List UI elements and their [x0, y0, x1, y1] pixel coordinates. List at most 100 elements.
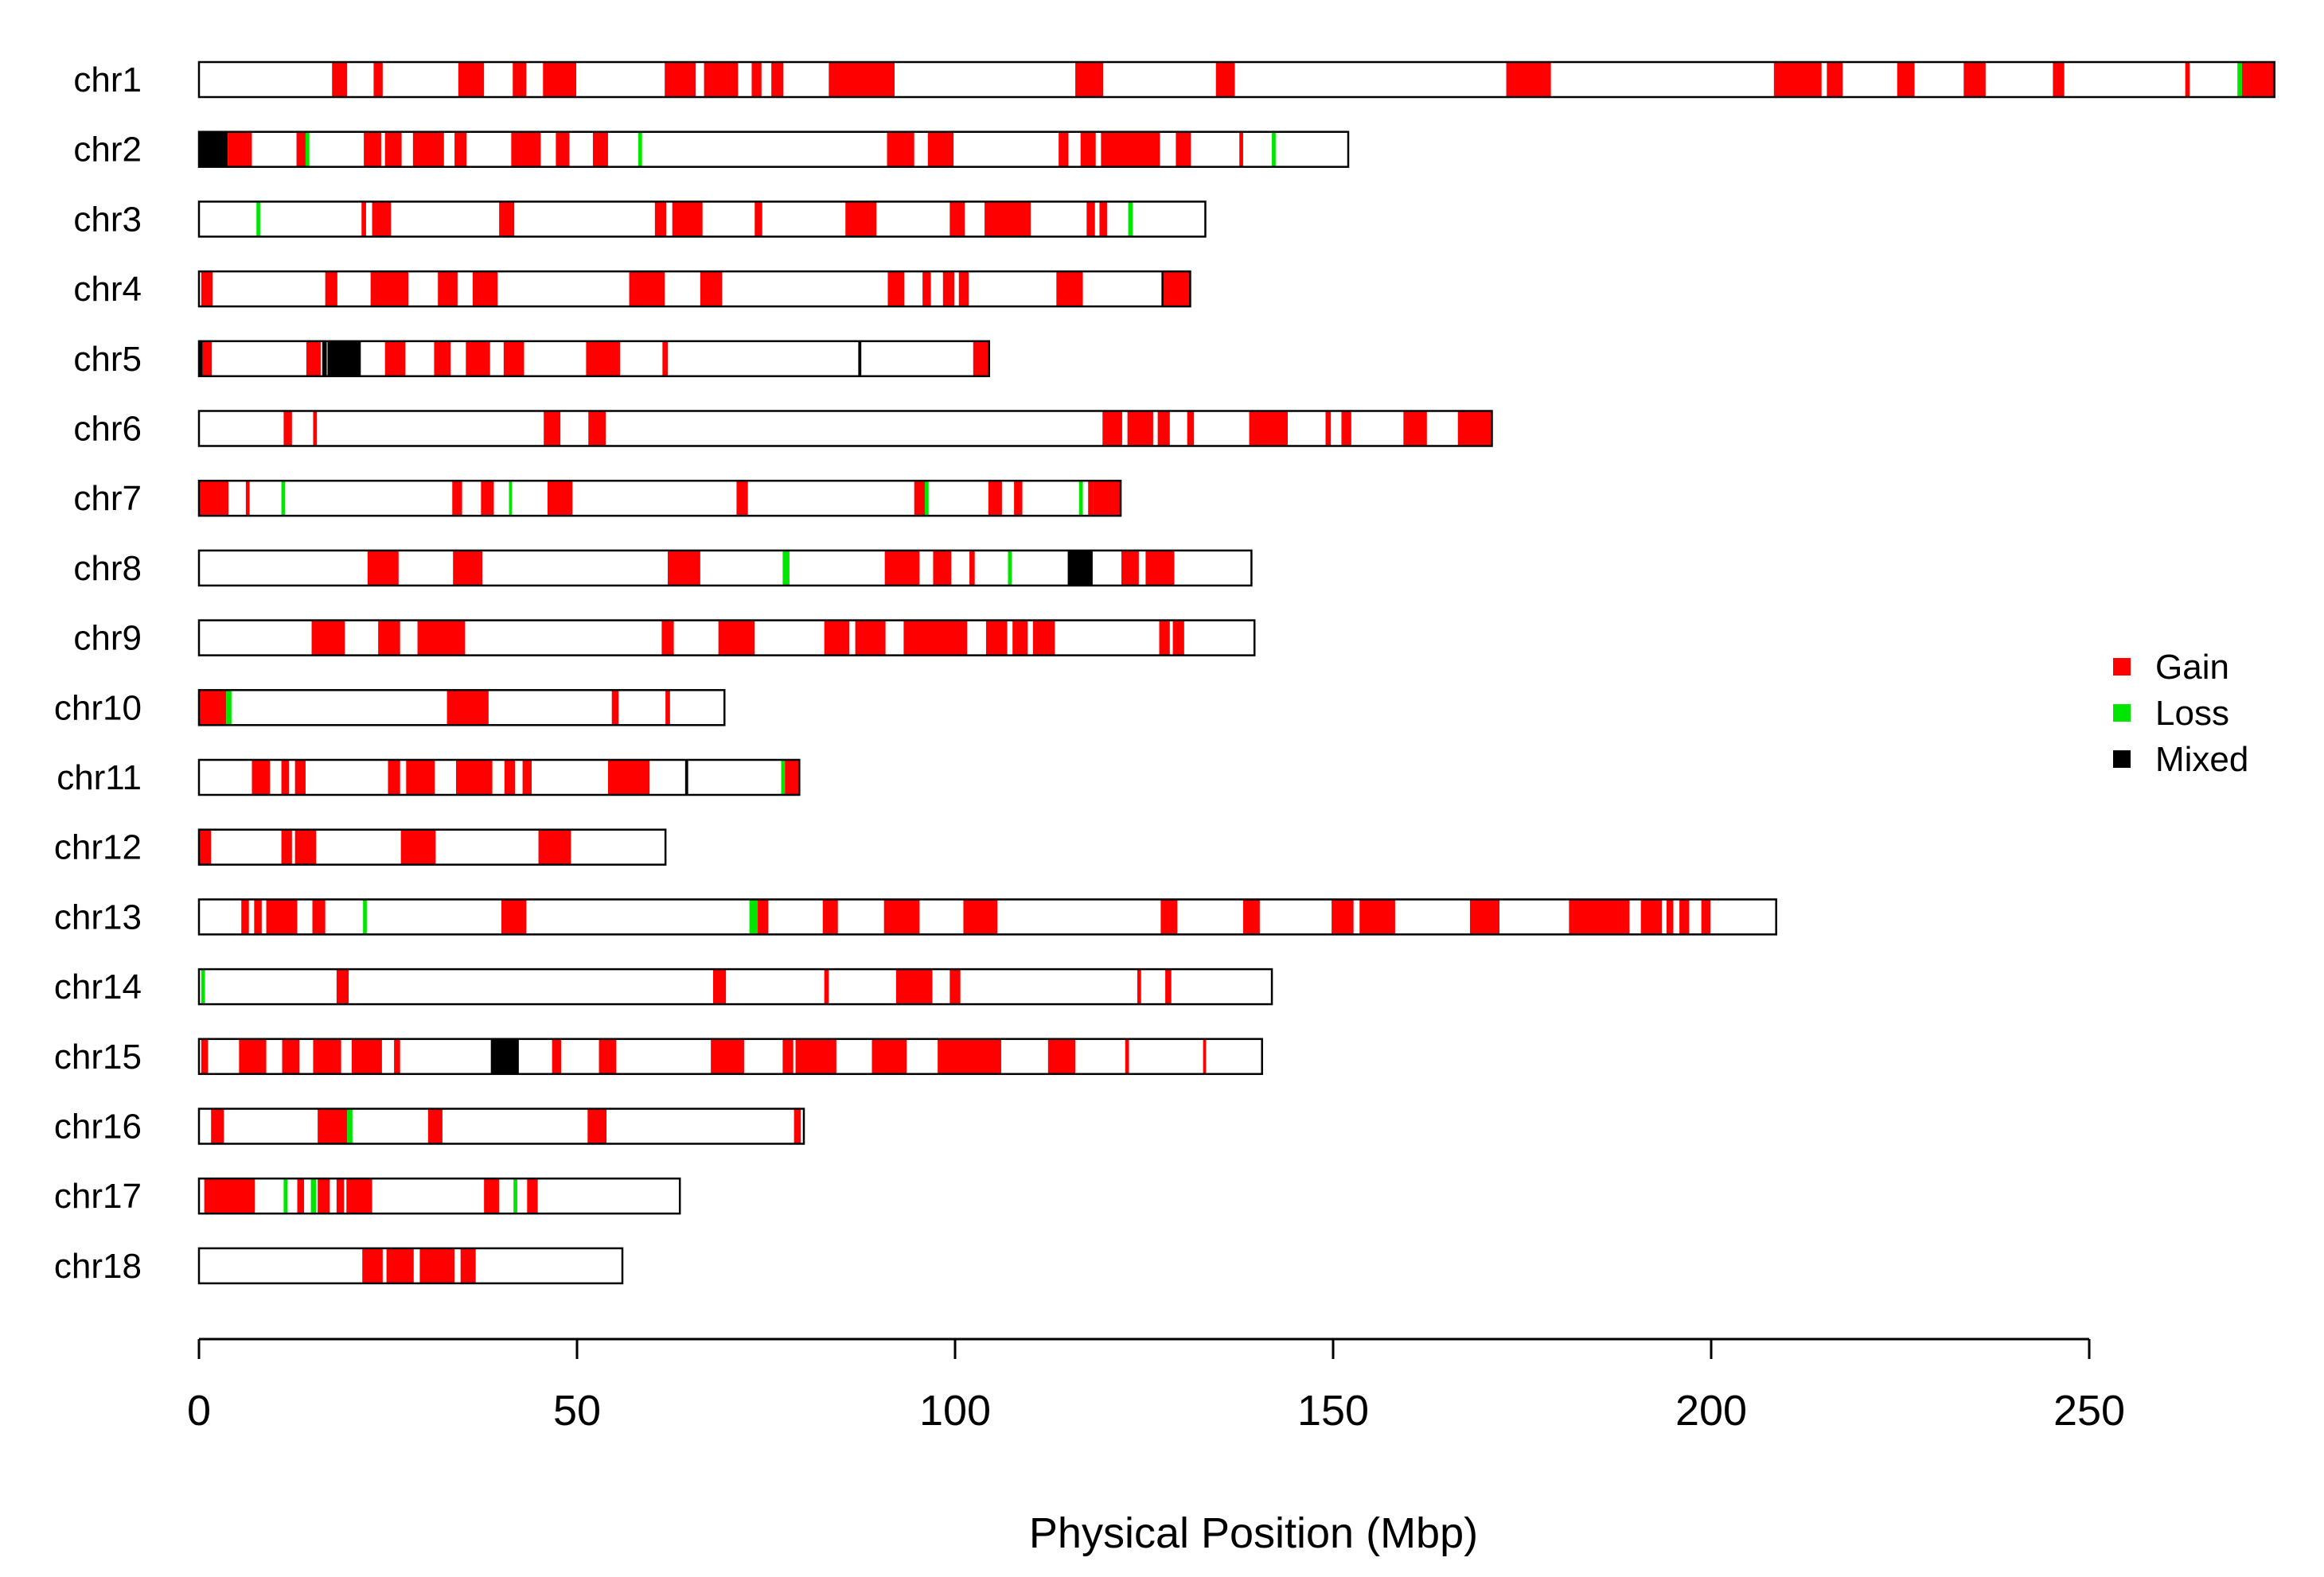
- segment-gain: [611, 690, 619, 726]
- chromosome-outline: [197, 1247, 624, 1285]
- segment-gain: [665, 690, 670, 726]
- segment-gain: [417, 620, 466, 656]
- segment-gain: [434, 341, 451, 376]
- segment-gain: [958, 271, 969, 307]
- segment-gain: [895, 969, 933, 1005]
- segment-gain: [2053, 62, 2065, 97]
- chromosome-bar: [199, 411, 1492, 446]
- segment-loss: [782, 550, 790, 586]
- chromosome-outline: [197, 689, 726, 726]
- segment-gain: [822, 899, 838, 935]
- segment-gain: [1897, 62, 1915, 97]
- segment-gain: [312, 899, 326, 935]
- segment-gain: [1047, 1038, 1076, 1074]
- segment-gain: [294, 829, 317, 865]
- segment-gain: [1056, 271, 1083, 307]
- segment-gain: [538, 829, 571, 865]
- segment-gain: [586, 341, 621, 376]
- segment-gain: [903, 620, 968, 656]
- segment-gain: [228, 131, 252, 167]
- x-tick-label: 250: [2053, 1387, 2125, 1435]
- segment-gain: [1239, 131, 1243, 167]
- segment-gain: [1059, 131, 1069, 167]
- chromosome-row: chr9: [73, 619, 1256, 658]
- segment-gain: [1569, 899, 1630, 935]
- segment-gain: [499, 201, 515, 237]
- chromosome-label: chr17: [54, 1177, 142, 1216]
- segment-loss: [781, 760, 786, 795]
- segment-gain: [1012, 620, 1028, 656]
- segment-gain: [460, 1248, 476, 1283]
- chromosome-label: chr2: [73, 130, 142, 169]
- legend-swatch-gain: [2113, 658, 2131, 676]
- chromosome-outline: [197, 619, 1256, 656]
- segment-gain: [241, 899, 249, 935]
- segment-gain: [661, 620, 674, 656]
- segment-mixed: [1067, 550, 1093, 586]
- segment-loss: [226, 690, 232, 726]
- segment-gain: [543, 62, 577, 97]
- segment-gain: [949, 201, 965, 237]
- segment-gain: [829, 62, 895, 97]
- legend-label-loss: Loss: [2155, 694, 2229, 733]
- chromosome-label: chr13: [54, 898, 142, 936]
- segment-gain: [963, 899, 998, 935]
- segment-gain: [513, 62, 527, 97]
- segment-gain: [785, 760, 800, 795]
- segment-gain: [332, 62, 348, 97]
- segment-gain: [700, 271, 723, 307]
- segment-gain: [1403, 411, 1427, 446]
- segment-gain: [1093, 481, 1121, 516]
- segment-gain: [1341, 411, 1351, 446]
- segment-loss: [347, 1108, 353, 1144]
- segment-gain: [336, 969, 349, 1005]
- chromosome-outline: [197, 410, 1493, 447]
- chromosome-bar: [199, 62, 2275, 97]
- segment-gain: [367, 550, 399, 586]
- segment-mixed: [199, 131, 228, 167]
- segment-gain: [1164, 271, 1191, 307]
- chromosome-row: chr16: [54, 1108, 805, 1147]
- segment-gain: [1145, 550, 1175, 586]
- legend-swatch-loss: [2113, 704, 2131, 722]
- chromosome-label: chr14: [54, 968, 142, 1007]
- chromosome-outline: [197, 201, 1207, 238]
- segment-gain: [1102, 411, 1122, 446]
- chromosome-row: chr12: [54, 828, 667, 867]
- segment-gain: [1215, 62, 1235, 97]
- segment-gain: [654, 201, 667, 237]
- segment-gain: [373, 62, 383, 97]
- chromosome-rows: chr1 chr2 chr3 chr4 chr5 chr6 chr7 chr8 chr9 chr1…: [54, 60, 2275, 1286]
- segment-gain: [771, 62, 784, 97]
- segment-gain: [949, 969, 961, 1005]
- segment-gain: [985, 201, 1031, 237]
- segment-gain: [325, 271, 337, 307]
- legend-swatch-mixed: [2113, 750, 2131, 768]
- segment-gain: [704, 62, 739, 97]
- chromosome-row: chr18: [54, 1247, 624, 1286]
- segment-gain: [294, 760, 306, 795]
- segment-gain: [794, 1108, 801, 1144]
- x-tick-label: 150: [1297, 1387, 1369, 1435]
- chromosome-label: chr6: [73, 410, 142, 449]
- segment-gain: [201, 1038, 209, 1074]
- segment-gain: [1032, 620, 1055, 656]
- segment-gain: [1187, 411, 1195, 446]
- segment-gain: [1159, 620, 1170, 656]
- segment-gain: [452, 481, 462, 516]
- chromosome-row: chr2: [73, 130, 1350, 169]
- segment-gain: [370, 271, 409, 307]
- segment-loss: [283, 1178, 288, 1214]
- segment-loss: [310, 1178, 317, 1214]
- segment-gain: [2185, 62, 2190, 97]
- chromosome-label: chr9: [73, 619, 142, 658]
- chromosome-label: chr10: [54, 688, 142, 727]
- segment-gain: [202, 341, 213, 376]
- segment-gain: [988, 481, 1002, 516]
- segment-mixed: [490, 1038, 519, 1074]
- segment-gain: [713, 969, 727, 1005]
- segment-gain: [1827, 62, 1843, 97]
- segment-gain: [362, 1248, 383, 1283]
- segment-gain: [1075, 62, 1104, 97]
